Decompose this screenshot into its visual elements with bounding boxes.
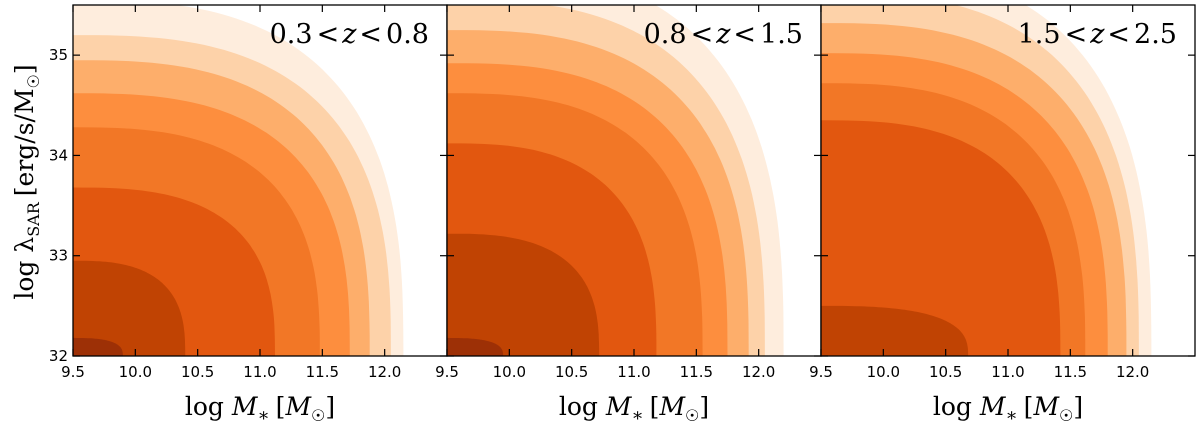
- contour-level-7: [73, 260, 186, 356]
- x-tick-label: 10.5: [181, 363, 214, 381]
- y-tick-label: 34: [49, 146, 68, 164]
- x-tick-label: 10.0: [493, 363, 526, 381]
- x-tick-label: 9.5: [435, 363, 459, 381]
- contour-level-8: [73, 337, 123, 356]
- contour-layers: [821, 5, 1195, 356]
- x-tick-label: 11.5: [1054, 363, 1087, 381]
- y-axis-label: log λSAR[erg/s/M☉]: [10, 64, 43, 299]
- contour-level-8: [447, 337, 504, 356]
- contour-layers: [73, 5, 447, 356]
- panel-3: 9.5 10.0 10.5 11.0 11.5 12.0 1.5 < z <2.5 log M∗ [M…: [809, 4, 1196, 426]
- panel-title: 1.5 < z <2.5: [1018, 19, 1177, 50]
- x-tick-label: 11.0: [991, 363, 1024, 381]
- contour-layers: [447, 5, 821, 356]
- x-tick-label: 10.0: [119, 363, 152, 381]
- x-tick-label: 12.0: [368, 363, 401, 381]
- x-tick-label: 11.5: [680, 363, 713, 381]
- y-tick-label: 32: [49, 347, 68, 365]
- contour-level-7: [447, 233, 600, 356]
- x-tick-label: 9.5: [809, 363, 833, 381]
- x-tick-label: 12.0: [742, 363, 775, 381]
- y-tick-label: 33: [49, 247, 68, 265]
- x-tick-label: 12.0: [1116, 363, 1149, 381]
- x-axis-label: log M∗ [M☉]: [933, 392, 1083, 426]
- panel-2: 9.5 10.0 10.5 11.0 11.5 12.0 0.8 < z <1.5 log M∗ [M…: [435, 4, 822, 426]
- contour-level-7: [821, 305, 969, 356]
- x-tick-label: 10.5: [929, 363, 962, 381]
- panel-title: 0.8 < z <1.5: [644, 19, 803, 50]
- x-axis-label: log M∗ [M☉]: [559, 392, 709, 426]
- contour-level-6: [821, 120, 1061, 356]
- x-tick-label: 10.0: [867, 363, 900, 381]
- x-tick-label: 11.5: [306, 363, 339, 381]
- x-axis-label: log M∗ [M☉]: [185, 392, 335, 426]
- panel-1: 9.5 10.0 10.5 11.0 11.5 12.0 32 33 34 35 0.3 < z <0.8…: [49, 4, 448, 426]
- x-tick-label: 11.0: [617, 363, 650, 381]
- x-tick-label: 9.5: [61, 363, 85, 381]
- panel-title: 0.3 < z <0.8: [270, 19, 429, 50]
- x-tick-label: 11.0: [243, 363, 276, 381]
- x-tick-label: 10.5: [555, 363, 588, 381]
- y-tick-label: 35: [49, 46, 68, 64]
